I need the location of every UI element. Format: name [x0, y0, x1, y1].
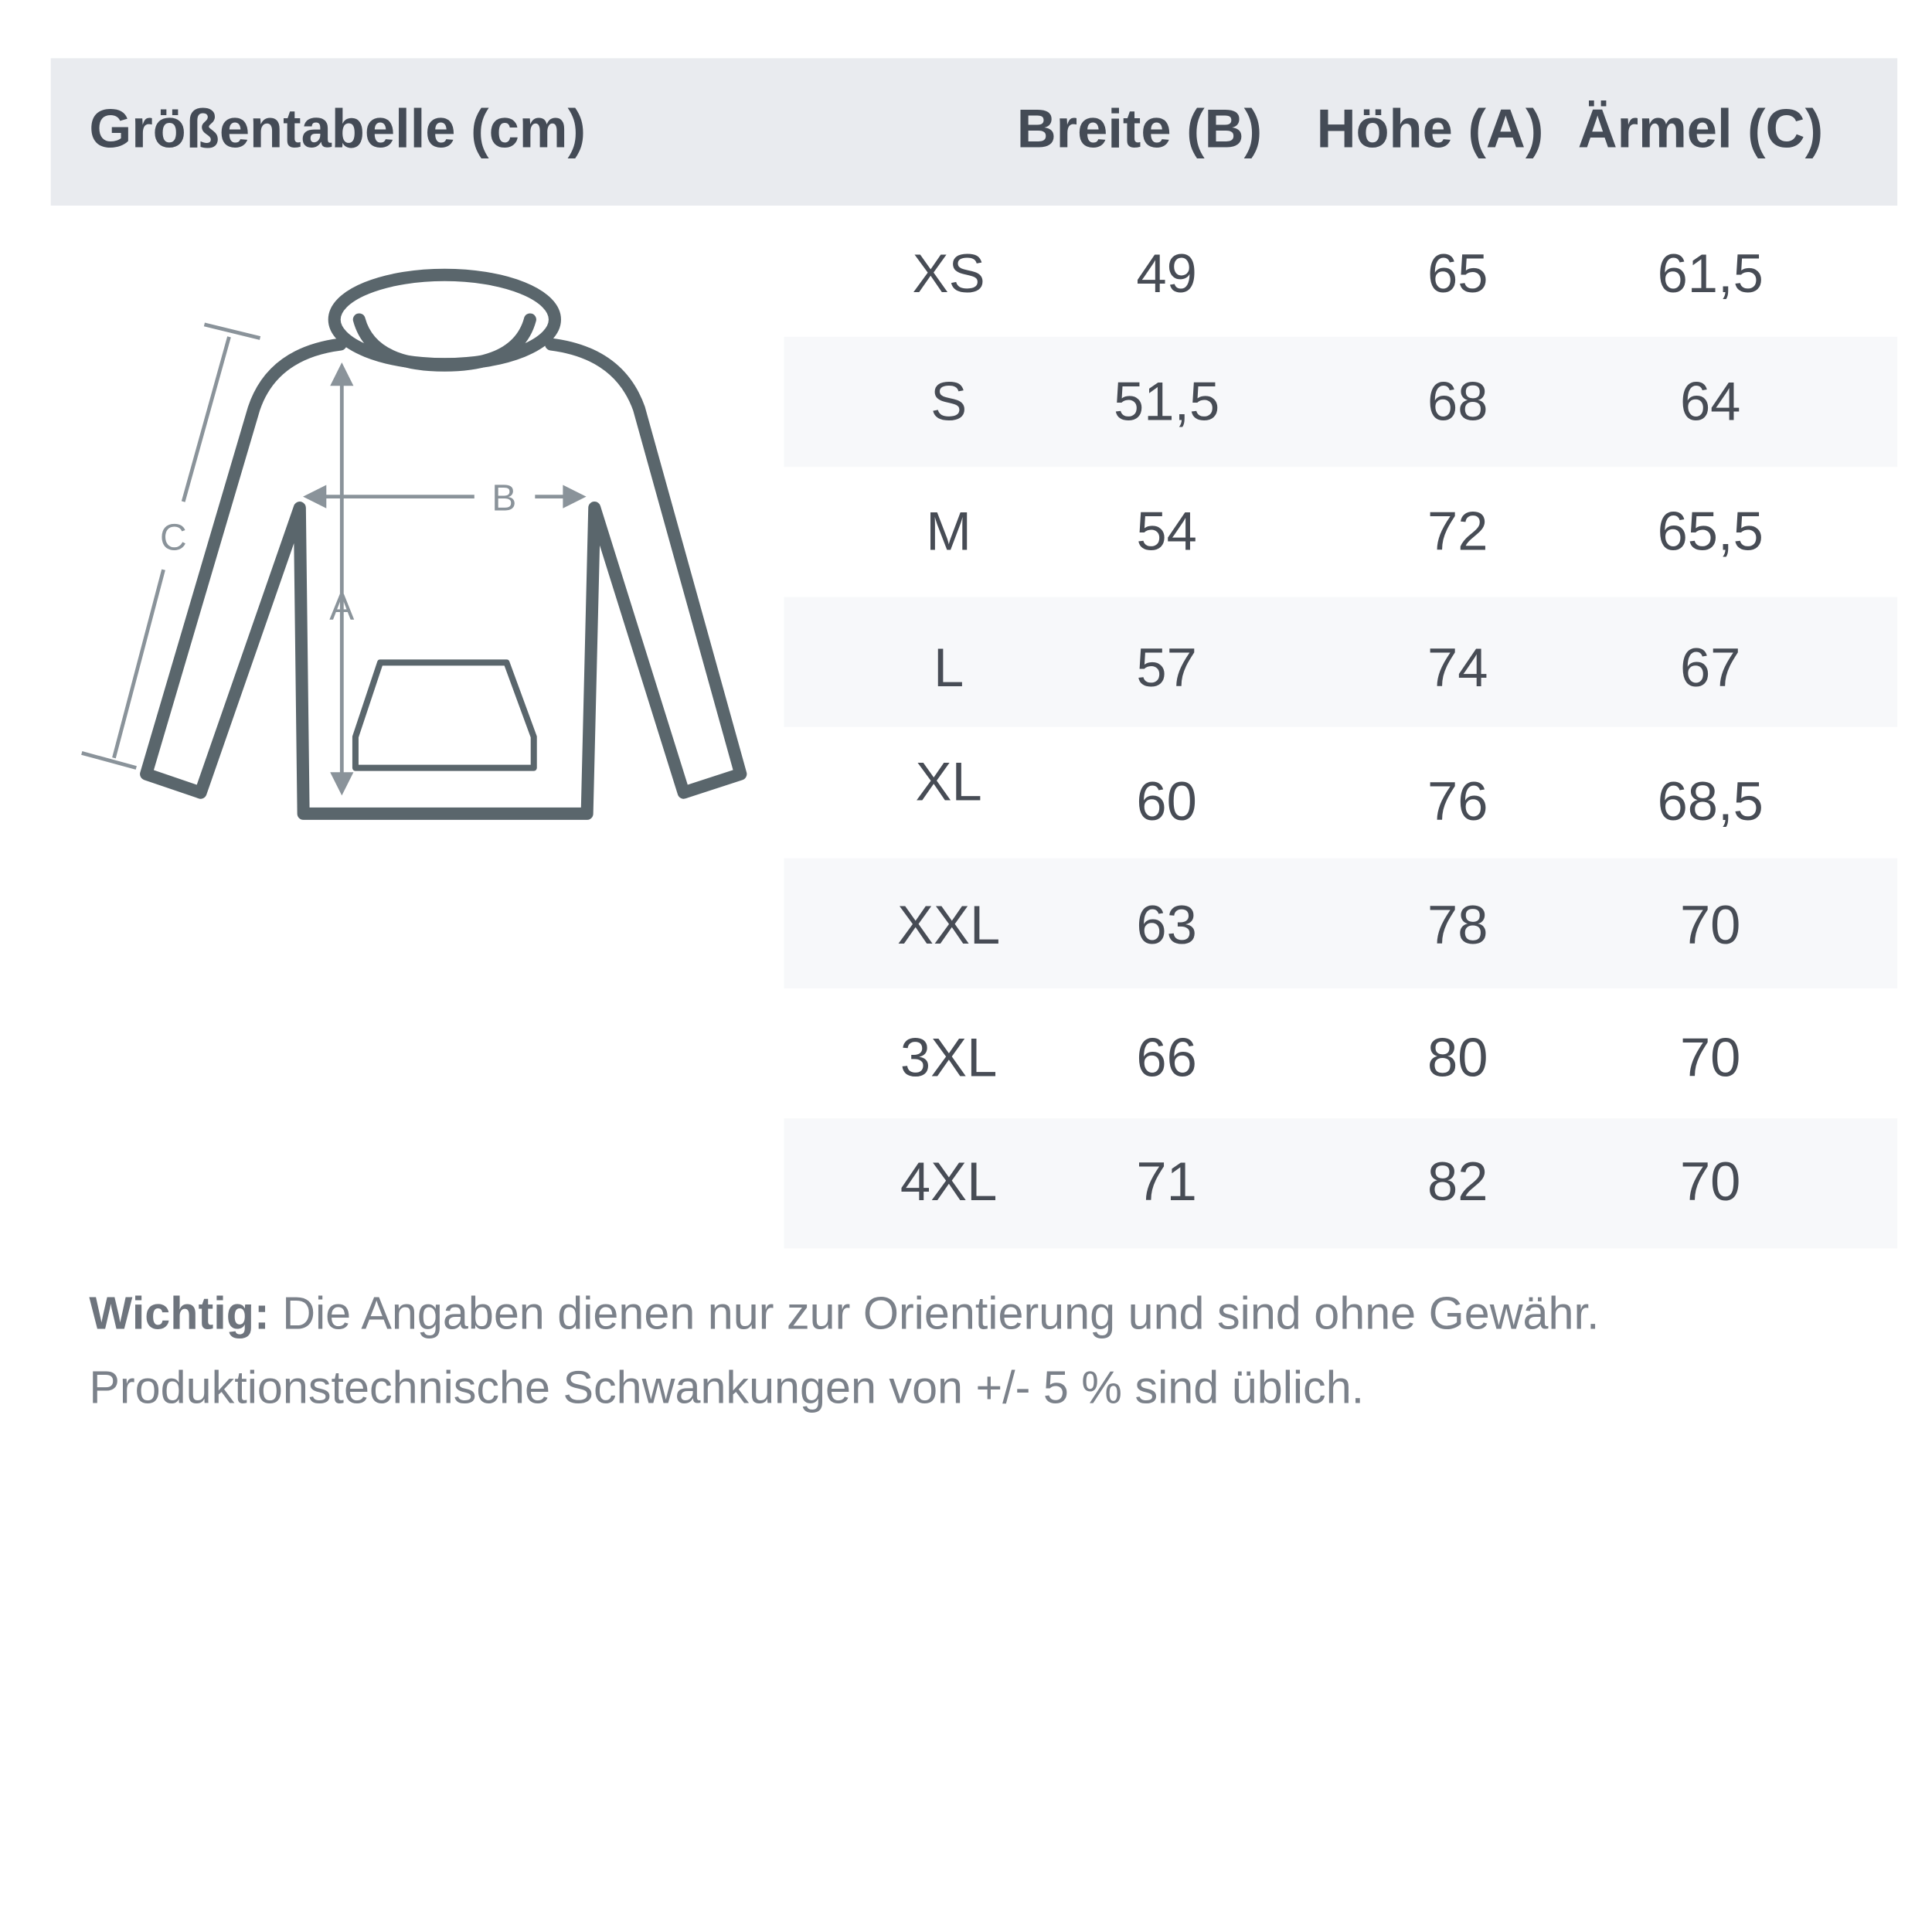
cell-sleeve: 70 [1679, 895, 1741, 957]
row-stripe [784, 597, 1898, 727]
cell-height: 74 [1427, 638, 1488, 699]
cell-sleeve: 67 [1679, 638, 1741, 699]
row-stripe [784, 858, 1898, 988]
cell-height: 80 [1427, 1028, 1488, 1089]
table-header [50, 58, 1898, 206]
measurement-arrows [81, 322, 587, 796]
cell-size: XXL [896, 895, 1001, 957]
cell-height: 68 [1427, 371, 1488, 433]
column-header-height: Höhe (A) [1316, 99, 1544, 160]
cell-width: 71 [1136, 1151, 1197, 1213]
cell-sleeve: 64 [1679, 371, 1741, 433]
row-stripe [784, 336, 1898, 468]
cell-height: 65 [1427, 243, 1488, 305]
cell-sleeve: 70 [1679, 1151, 1741, 1213]
cell-size: XS [912, 243, 985, 305]
column-header-sleeve: Ärmel (C) [1577, 99, 1824, 160]
hoodie-icon [140, 268, 747, 820]
cell-width: 51,5 [1114, 371, 1220, 433]
label-b: B [492, 477, 516, 519]
cell-size: 3XL [900, 1028, 998, 1089]
table-title: Größentabelle (cm) [89, 99, 586, 160]
row-stripe [784, 1118, 1898, 1249]
note-bold: Wichtig: [89, 1287, 270, 1339]
cell-height: 76 [1427, 771, 1488, 832]
label-a: A [329, 586, 354, 628]
cell-size: XL [915, 751, 982, 813]
hoodie-diagram: A B C [81, 268, 747, 820]
cell-size: M [926, 502, 971, 563]
cell-width: 54 [1136, 502, 1197, 563]
cell-sleeve: 68,5 [1657, 771, 1764, 832]
cell-height: 78 [1427, 895, 1488, 957]
cell-size: L [933, 638, 964, 699]
cell-sleeve: 65,5 [1657, 502, 1764, 563]
column-header-width: Breite (B) [1016, 99, 1263, 160]
note-line-2: Produktionstechnische Schwankungen von +… [89, 1362, 1365, 1413]
cell-height: 82 [1427, 1151, 1488, 1213]
cell-sleeve: 61,5 [1657, 243, 1764, 305]
cell-sleeve: 70 [1679, 1028, 1741, 1089]
cell-height: 72 [1427, 502, 1488, 563]
cell-width: 57 [1136, 638, 1197, 699]
label-c: C [160, 517, 187, 559]
cell-width: 66 [1136, 1028, 1197, 1089]
note-line-1: Wichtig: Die Angaben dienen nur zur Orie… [89, 1287, 1600, 1339]
cell-width: 49 [1136, 243, 1197, 305]
cell-size: 4XL [900, 1151, 998, 1213]
cell-width: 60 [1136, 771, 1197, 832]
cell-size: S [930, 371, 968, 433]
cell-width: 63 [1136, 895, 1197, 957]
